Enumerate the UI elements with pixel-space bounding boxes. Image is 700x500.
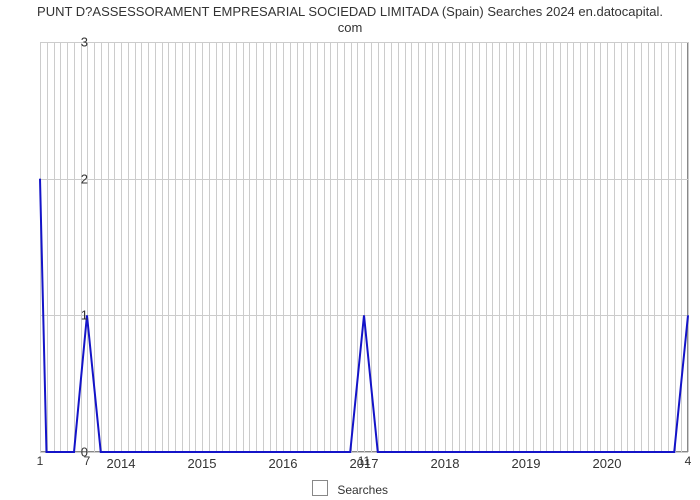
chart-title: PUNT D?ASSESSORAMENT EMPRESARIAL SOCIEDA… [0, 4, 700, 37]
y-tick-label: 2 [38, 171, 88, 186]
point-label: 4 [685, 454, 692, 468]
y-tick-label: 3 [38, 35, 88, 50]
legend-label: Searches [337, 483, 388, 497]
plot-area [40, 42, 688, 452]
x-tick-label: 2015 [188, 456, 217, 471]
point-label: 7 [84, 454, 91, 468]
legend: Searches [0, 480, 700, 497]
x-tick-label: 2014 [107, 456, 136, 471]
chart-container: PUNT D?ASSESSORAMENT EMPRESARIAL SOCIEDA… [0, 0, 700, 500]
x-tick-label: 2018 [431, 456, 460, 471]
legend-swatch [312, 480, 328, 496]
title-line-2: com [338, 20, 363, 35]
x-tick-label: 2019 [512, 456, 541, 471]
y-tick-label: 1 [38, 308, 88, 323]
line-series [40, 42, 688, 452]
series-line [40, 179, 688, 452]
x-tick-label: 2016 [269, 456, 298, 471]
y-tick-label: 0 [38, 445, 88, 460]
point-label: 11 [358, 454, 370, 468]
gridline-vertical [688, 42, 689, 452]
title-line-1: PUNT D?ASSESSORAMENT EMPRESARIAL SOCIEDA… [37, 4, 663, 19]
x-tick-label: 2020 [593, 456, 622, 471]
point-label: 1 [37, 454, 44, 468]
